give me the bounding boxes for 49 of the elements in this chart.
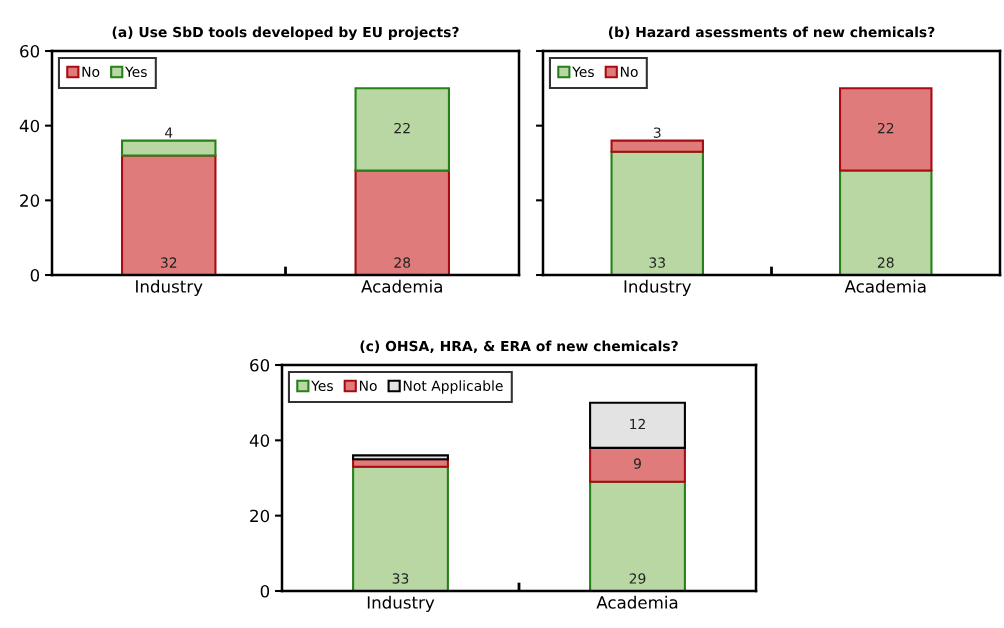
y-tick-label: 40 bbox=[19, 119, 40, 133]
x-tick-label: Academia bbox=[596, 595, 678, 609]
legend-label: No bbox=[620, 66, 638, 78]
x-tick-label: Industry bbox=[136, 279, 203, 296]
legend-label: Yes bbox=[311, 380, 333, 392]
y-tick-label: 20 bbox=[250, 509, 270, 523]
data-label: 12 bbox=[630, 418, 645, 430]
data-label: 22 bbox=[394, 122, 410, 134]
x-tick-label: Industry bbox=[367, 595, 435, 612]
data-label: 33 bbox=[392, 573, 409, 584]
bar bbox=[121, 139, 217, 157]
legend-label: Not Applicable bbox=[403, 380, 503, 394]
y-tick-label: 0 bbox=[260, 584, 270, 598]
data-label: 32 bbox=[160, 257, 177, 268]
legend-label: Yes bbox=[125, 66, 147, 78]
y-tick-label: 60 bbox=[20, 44, 40, 58]
x-tick-label: Academia bbox=[844, 279, 926, 293]
y-tick-label: 40 bbox=[249, 434, 270, 447]
y-tick-label: 60 bbox=[250, 358, 270, 372]
bar bbox=[352, 454, 449, 461]
bar bbox=[589, 401, 686, 449]
chart-title: (a) Use SbD tools developed by EU projects? bbox=[112, 26, 459, 41]
chart-title: (c) OHSA, HRA, & ERA of new chemicals? bbox=[360, 340, 678, 354]
legend-label: No bbox=[359, 380, 377, 392]
y-tick-label: 20 bbox=[20, 194, 40, 207]
legend-label: No bbox=[82, 66, 100, 78]
bar bbox=[839, 169, 933, 275]
data-label: 28 bbox=[877, 257, 894, 268]
bar bbox=[610, 139, 704, 153]
data-label: 29 bbox=[629, 573, 646, 584]
bar bbox=[352, 465, 449, 591]
x-tick-label: Academia bbox=[361, 279, 442, 293]
data-label: 9 bbox=[633, 458, 641, 469]
data-label: 28 bbox=[394, 257, 411, 268]
bar bbox=[354, 169, 450, 275]
bar bbox=[589, 446, 686, 483]
y-tick-label: 0 bbox=[30, 268, 40, 282]
data-label: 3 bbox=[653, 127, 661, 138]
bar bbox=[354, 87, 450, 172]
data-label: 4 bbox=[165, 127, 173, 138]
x-tick-label: Industry bbox=[624, 279, 692, 296]
bar bbox=[589, 480, 686, 591]
legend-label: Yes bbox=[572, 66, 594, 78]
bar bbox=[121, 154, 217, 275]
bar bbox=[839, 87, 933, 172]
bar bbox=[610, 150, 704, 275]
chart-title: (b) Hazard asessments of new chemicals? bbox=[608, 26, 935, 39]
data-label: 22 bbox=[877, 122, 894, 134]
data-label: 33 bbox=[649, 257, 665, 268]
